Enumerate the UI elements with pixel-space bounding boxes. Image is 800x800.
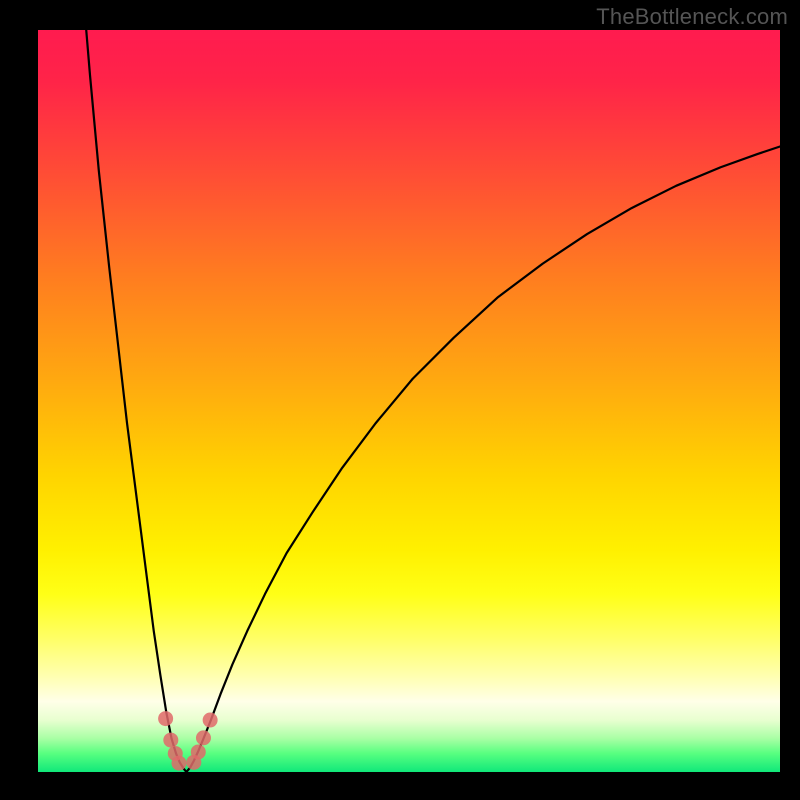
valley-marker [203,713,218,728]
plot-area [38,30,780,772]
valley-marker [163,733,178,748]
gradient-background [38,30,780,772]
watermark-label: TheBottleneck.com [596,4,788,30]
valley-marker [158,711,173,726]
figure-root: TheBottleneck.com [0,0,800,800]
valley-marker [171,756,186,771]
bottleneck-curve-chart [38,30,780,772]
valley-marker [191,744,206,759]
valley-marker [196,730,211,745]
